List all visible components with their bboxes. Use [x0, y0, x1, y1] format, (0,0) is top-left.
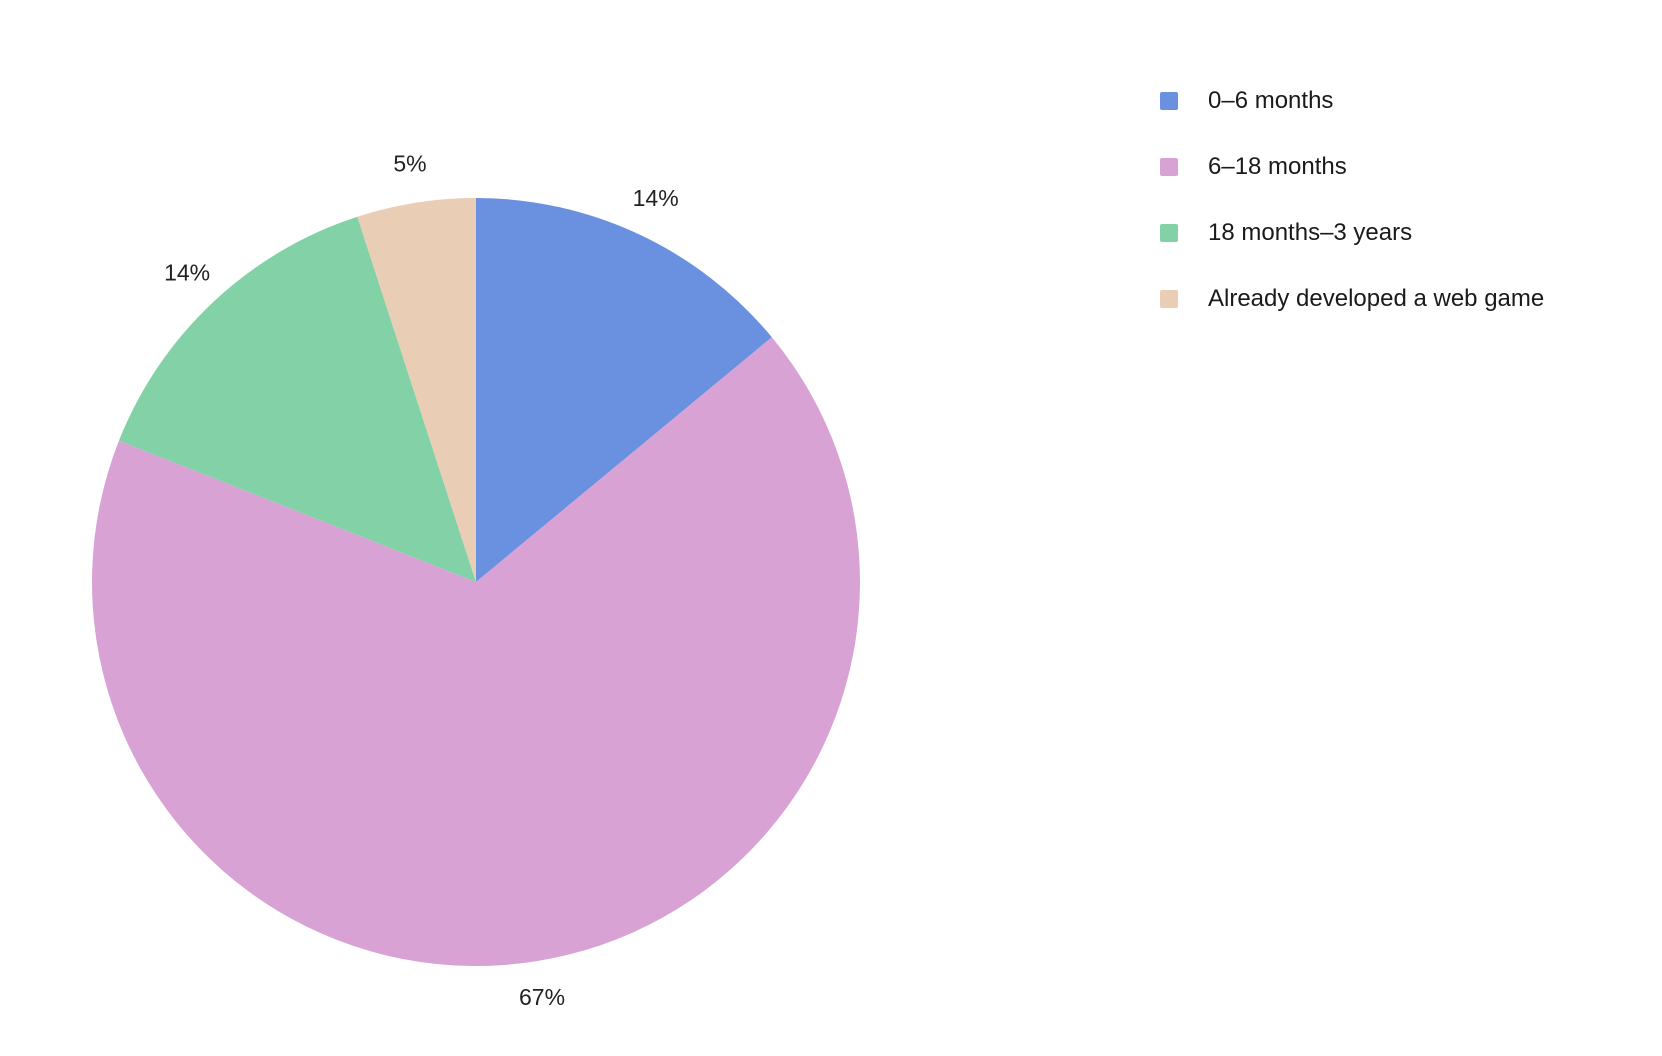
- chart-legend: 0–6 months 6–18 months 18 months–3 years…: [1160, 84, 1544, 348]
- legend-item-0-6-months: 0–6 months: [1160, 84, 1544, 118]
- pie-slice-6-18-months: [92, 337, 861, 966]
- pie-label-6-18-months: 67%: [519, 984, 565, 1010]
- legend-swatch-18-months-3-years: [1160, 224, 1178, 242]
- pie-label-18-months-3-years: 14%: [164, 259, 210, 285]
- legend-label-18-months-3-years: 18 months–3 years: [1208, 219, 1413, 246]
- legend-label-0-6-months: 0–6 months: [1208, 87, 1334, 114]
- pie-label-0-6-months: 14%: [633, 185, 679, 211]
- legend-swatch-0-6-months: [1160, 92, 1178, 110]
- legend-item-already-developed: Already developed a web game: [1160, 282, 1544, 316]
- pie-label-already-developed: 5%: [393, 150, 426, 176]
- pie-slice-already-developed: [357, 198, 476, 582]
- pie-slices: [92, 198, 861, 966]
- legend-swatch-6-18-months: [1160, 158, 1178, 176]
- pie-slice-0-6-months: [476, 198, 772, 582]
- legend-swatch-already-developed: [1160, 290, 1178, 308]
- pie-slice-labels: 14% 67% 14% 5%: [164, 150, 679, 1010]
- legend-label-6-18-months: 6–18 months: [1208, 153, 1347, 180]
- legend-item-18-months-3-years: 18 months–3 years: [1160, 216, 1544, 250]
- legend-item-6-18-months: 6–18 months: [1160, 150, 1544, 184]
- pie-slice-18-months-3-years: [118, 216, 477, 582]
- legend-label-already-developed: Already developed a web game: [1208, 285, 1545, 312]
